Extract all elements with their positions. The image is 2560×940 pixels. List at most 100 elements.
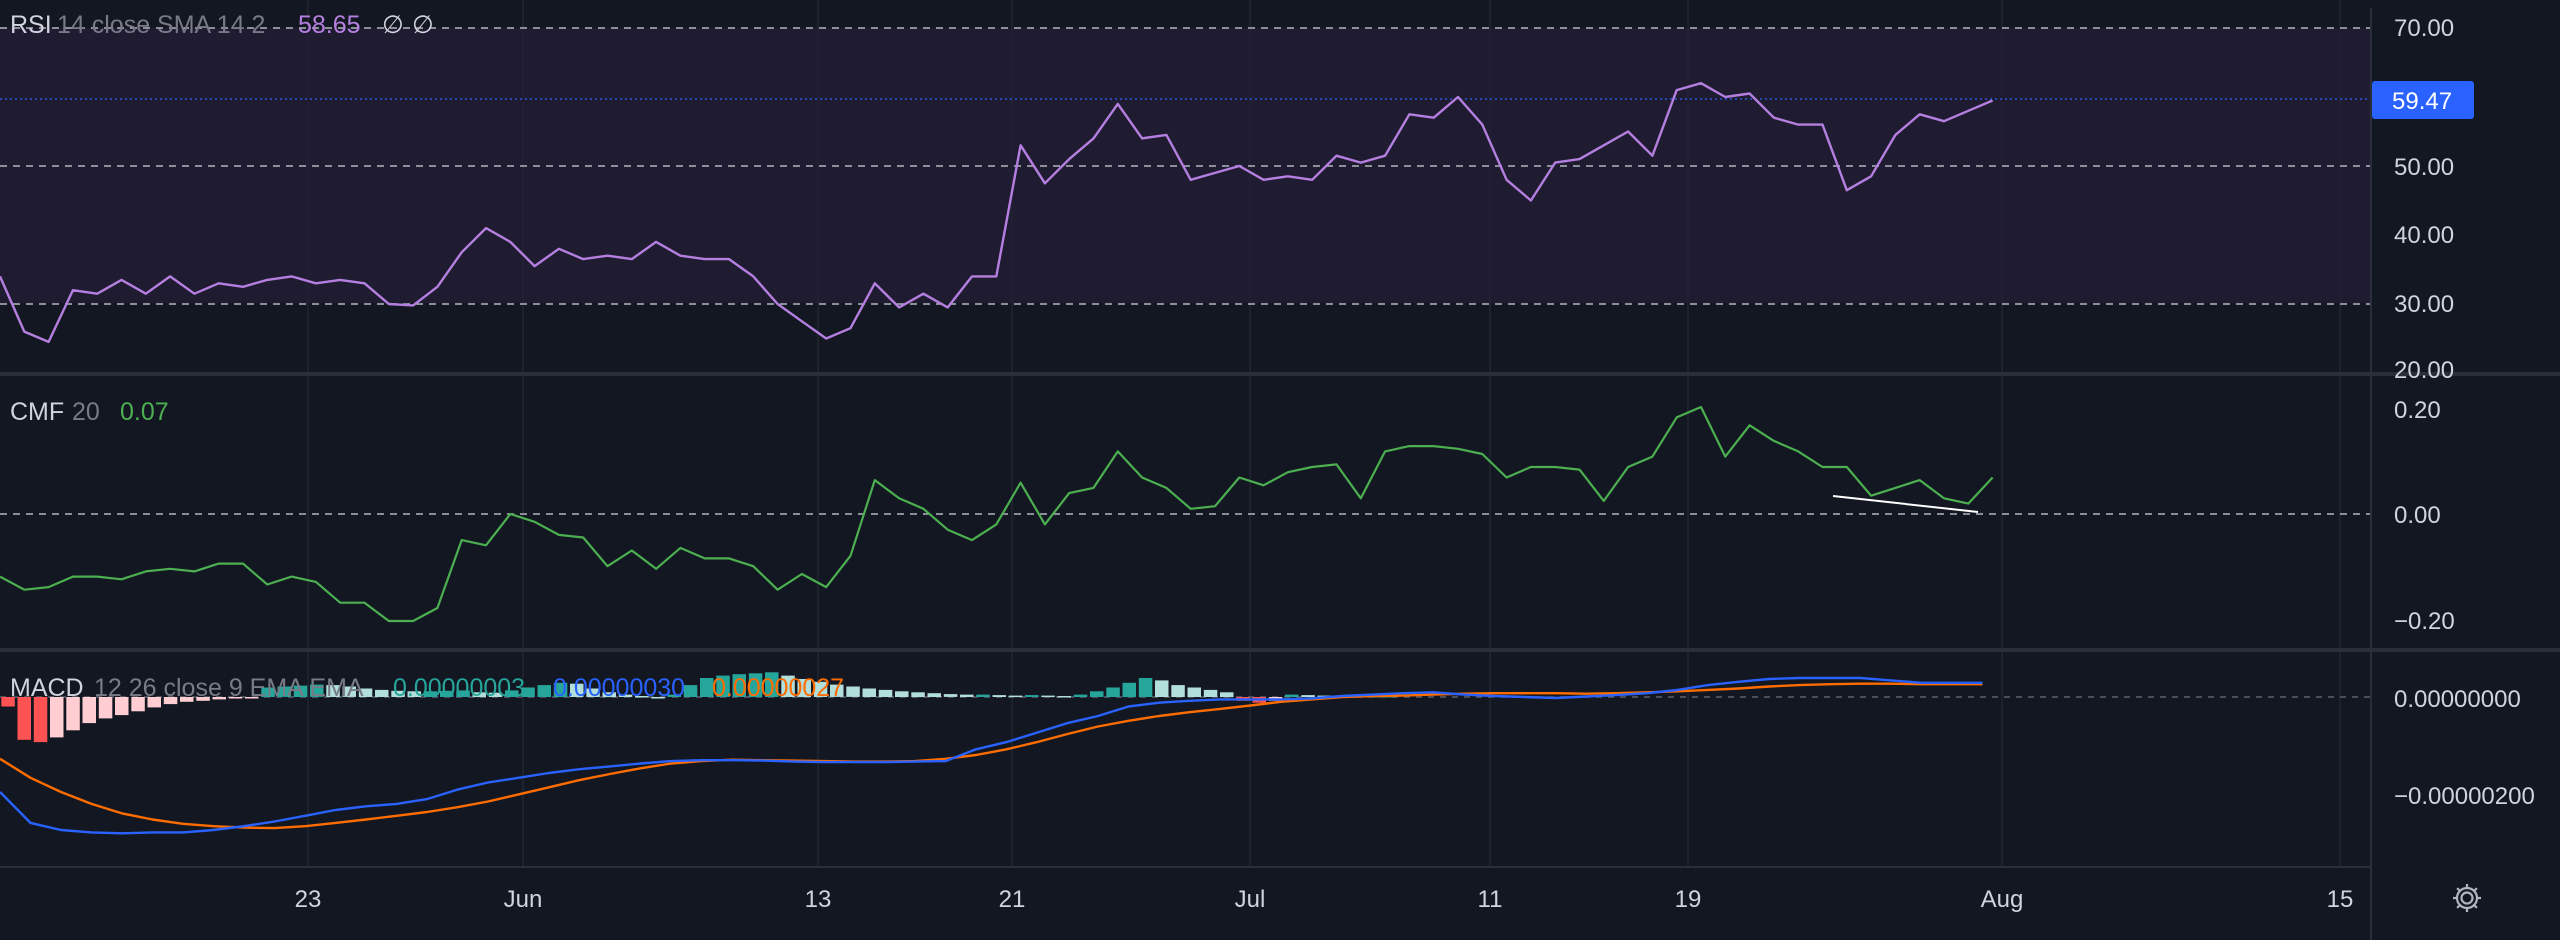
macd-histogram-bar xyxy=(245,697,259,699)
macd-histogram-bar xyxy=(943,694,958,697)
macd-histogram-bar xyxy=(651,697,665,699)
macd-histogram-bar xyxy=(716,675,730,697)
macd-title: MACD xyxy=(10,674,84,702)
macd-histogram-bar xyxy=(992,695,1006,697)
macd-histogram-bar xyxy=(17,697,31,740)
axis-mask xyxy=(2370,0,2560,8)
time-tick-label: 15 xyxy=(2327,886,2354,913)
macd-line-value: 0.00000030 xyxy=(553,674,685,702)
macd-histogram-bar xyxy=(602,692,616,698)
macd-histogram-bar xyxy=(570,683,584,697)
macd-histogram-bar xyxy=(66,697,80,731)
price-axis[interactable]: 70.00 50.00 40.00 30.00 20.00 59.47 0.20… xyxy=(2370,0,2560,810)
rsi-line xyxy=(0,81,1994,344)
time-tick-label: Jul xyxy=(1235,886,1266,913)
macd-histogram-bar xyxy=(1057,696,1071,698)
macd-histogram-bar xyxy=(1,697,15,707)
macd-histogram-bar xyxy=(1138,678,1153,697)
pane-separator[interactable] xyxy=(0,648,2560,652)
macd-histogram-bar xyxy=(293,685,308,697)
macd-histogram-bar xyxy=(342,686,356,697)
macd-histogram-bar xyxy=(1025,695,1039,697)
rsi-price-tag-label: 59.47 xyxy=(2392,88,2452,115)
macd-histogram-bar xyxy=(1203,689,1218,697)
macd-histogram-bar xyxy=(358,688,373,697)
macd-line xyxy=(0,676,1983,835)
macd-histogram-bar xyxy=(163,697,178,705)
macd-histogram-bar xyxy=(1008,695,1023,698)
macd-histogram-bar xyxy=(391,690,405,697)
pane-separator[interactable] xyxy=(0,372,2560,376)
macd-histogram-bar xyxy=(553,682,568,698)
macd-histogram-bar xyxy=(1301,695,1315,697)
signal-line-value: 0.00000027 xyxy=(712,674,844,702)
macd-histogram-bar xyxy=(537,685,551,697)
macd-histogram-bar xyxy=(147,697,161,708)
time-axis[interactable]: 23 Jun 13 21 Jul 11 19 Aug 15 xyxy=(295,886,2354,913)
macd-hist-value: 0.00000003 xyxy=(393,674,525,702)
time-tick-label: Aug xyxy=(1981,886,2024,913)
macd-histogram-bar xyxy=(423,691,438,697)
macd-histogram-bar xyxy=(456,690,470,697)
rsi-value: 58.65 xyxy=(298,11,361,39)
rsi-tick-50: 50.00 xyxy=(2394,154,2454,181)
time-tick-label: 11 xyxy=(1478,886,1503,913)
macd-histogram-bar xyxy=(505,690,519,697)
cmf-tick-0.00: 0.00 xyxy=(2394,502,2441,529)
macd-histogram-bar xyxy=(765,672,779,697)
rsi-tick-30: 30.00 xyxy=(2394,291,2454,318)
cmf-tick-neg0.20: −0.20 xyxy=(2394,608,2455,635)
macd-histogram-bar xyxy=(748,673,763,698)
macd-histogram-bar xyxy=(878,689,893,697)
rsi-title: RSI xyxy=(10,11,52,39)
macd-histogram-bar xyxy=(196,697,210,701)
macd-histogram-bar xyxy=(228,697,243,699)
chart-settings-button[interactable] xyxy=(2447,878,2487,918)
rsi-pane[interactable]: RSI 14 close SMA 14 2 58.65 ∅ ∅ xyxy=(0,11,2370,344)
macd-histogram xyxy=(1,672,1396,743)
macd-histogram-bar xyxy=(1041,695,1055,698)
macd-histogram-bar xyxy=(667,694,681,697)
rsi-flag-1: ∅ xyxy=(382,11,404,39)
rsi-tick-40: 40.00 xyxy=(2394,222,2454,249)
macd-histogram-bar xyxy=(488,692,503,697)
macd-histogram-bar xyxy=(862,688,876,697)
cmf-line xyxy=(0,405,1994,623)
macd-params: 12 26 close 9 EMA EMA xyxy=(94,674,364,702)
rsi-price-tag xyxy=(2372,81,2474,119)
macd-histogram-bar xyxy=(781,675,795,697)
macd-histogram-bar xyxy=(1122,682,1136,698)
macd-tick-neg: −0.00000200 xyxy=(2394,783,2535,810)
macd-histogram-bar xyxy=(1171,685,1185,697)
macd-histogram-bar xyxy=(375,689,389,697)
macd-histogram-bar xyxy=(797,679,811,698)
cmf-tick-0.20: 0.20 xyxy=(2394,397,2441,424)
macd-histogram-bar xyxy=(813,681,828,697)
gear-icon xyxy=(2453,884,2481,912)
macd-tick-0: 0.00000000 xyxy=(2394,686,2521,713)
macd-histogram-bar xyxy=(326,685,340,697)
macd-histogram-bar xyxy=(976,694,990,697)
macd-histogram-bar xyxy=(700,678,714,697)
macd-histogram-bar xyxy=(1220,692,1234,698)
macd-histogram-bar xyxy=(212,697,226,700)
macd-histogram-bar xyxy=(472,692,486,698)
macd-histogram-bar xyxy=(732,674,746,697)
macd-pane[interactable]: MACD 12 26 close 9 EMA EMA 0.00000003 0.… xyxy=(0,672,2370,835)
macd-histogram-bar xyxy=(180,697,194,702)
macd-histogram-bar xyxy=(1090,691,1104,697)
macd-histogram-bar xyxy=(683,685,698,697)
price-axis-border xyxy=(2370,0,2372,940)
macd-histogram-bar xyxy=(895,691,909,697)
time-tick-label: 19 xyxy=(1675,886,1702,913)
cmf-pane[interactable]: CMF 20 0.07 xyxy=(0,398,2370,623)
macd-histogram-bar xyxy=(98,697,113,719)
macd-histogram-bar xyxy=(1073,694,1088,697)
macd-histogram-bar xyxy=(911,692,925,698)
cmf-title: CMF xyxy=(10,398,64,426)
divergence-trendline[interactable] xyxy=(1832,495,1979,513)
macd-histogram-bar xyxy=(82,697,96,724)
macd-histogram-bar xyxy=(310,684,324,697)
macd-histogram-bar xyxy=(1285,694,1299,697)
